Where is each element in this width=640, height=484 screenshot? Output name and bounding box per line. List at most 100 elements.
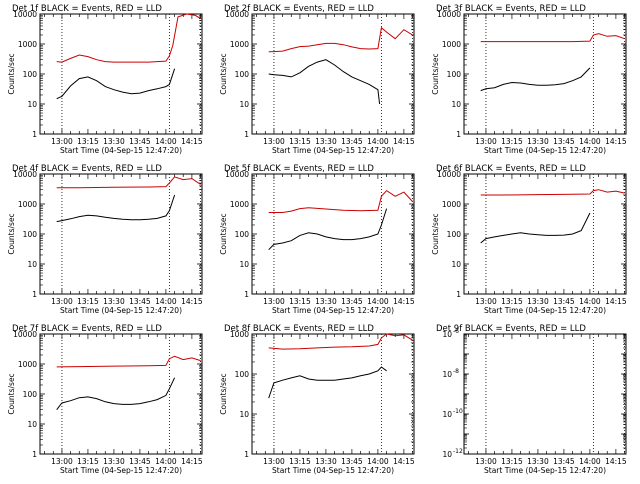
y-axis-label: Counts/sec (431, 213, 440, 254)
plot-frame (251, 13, 415, 135)
y-axis-label: Counts/sec (219, 53, 228, 94)
y-tick-label: 1 (456, 290, 461, 299)
y-tick-label: 10 (442, 330, 452, 339)
panel-9: Det 9f BLACK = Events, RED = LLD10-610-8… (436, 324, 627, 475)
y-tick-label: 10 (239, 260, 249, 269)
x-tick-label: 14:15 (393, 137, 415, 146)
plot-frame (463, 333, 627, 455)
x-tick-label: 13:30 (315, 137, 337, 146)
y-axis-label: Counts/sec (219, 373, 228, 414)
y-tick-label: 100 (235, 370, 250, 379)
y-tick-label: 10000 (225, 10, 249, 19)
x-tick-label: 13:45 (341, 297, 363, 306)
x-tick-label: 14:00 (367, 457, 389, 466)
x-tick-label: 13:15 (501, 137, 523, 146)
x-axis-label: Start Time (04-Sep-15 12:47:20) (272, 466, 394, 475)
y-tick-label: 1000 (18, 40, 37, 49)
x-tick-label: 14:15 (605, 457, 627, 466)
panel-title: Det 7f BLACK = Events, RED = LLD (12, 324, 162, 334)
x-tick-label: 14:00 (579, 137, 601, 146)
series-lld (480, 33, 625, 43)
x-tick-label: 14:15 (393, 297, 415, 306)
x-tick-label: 13:00 (475, 297, 497, 306)
series-lld (268, 26, 413, 53)
x-tick-label: 14:00 (155, 297, 177, 306)
y-tick-label: 10 (27, 260, 37, 269)
x-axis-label: Start Time (04-Sep-15 12:47:20) (60, 466, 182, 475)
x-tick-label: 13:45 (341, 137, 363, 146)
x-tick-label: 14:00 (367, 297, 389, 306)
x-tick-label: 14:15 (605, 137, 627, 146)
x-axis-label: Start Time (04-Sep-15 12:47:20) (484, 306, 606, 315)
x-tick-label: 13:45 (553, 457, 575, 466)
x-tick-label: 13:30 (527, 457, 549, 466)
y-tick-label: 100 (447, 70, 462, 79)
panel-7: Det 7f BLACK = Events, RED = LLD 1 10 100 10… (7, 324, 203, 475)
x-tick-label: 13:30 (103, 297, 125, 306)
x-tick-label: 13:30 (527, 137, 549, 146)
y-tick-label: 10 (27, 100, 37, 109)
series-lld (56, 355, 201, 368)
x-tick-label: 14:15 (181, 137, 203, 146)
x-tick-label: 13:00 (475, 137, 497, 146)
y-tick-exponent: -8 (453, 368, 459, 375)
x-tick-label: 13:30 (103, 137, 125, 146)
y-tick-label: 10 (442, 450, 452, 459)
panel-8: Det 8f BLACK = Events, RED = LLD 1 10 100 10… (219, 324, 415, 475)
series-events (268, 208, 388, 251)
y-tick-label: 1 (244, 130, 249, 139)
series-events (480, 212, 591, 244)
panel-title: Det 4f BLACK = Events, RED = LLD (12, 164, 162, 174)
panel-title: Det 2f BLACK = Events, RED = LLD (224, 4, 374, 14)
series-events (56, 377, 176, 411)
y-tick-label: 1 (32, 450, 37, 459)
plot-frame (39, 173, 203, 295)
x-tick-label: 14:00 (155, 137, 177, 146)
y-tick-label: 10 (451, 100, 461, 109)
y-tick-exponent: -10 (453, 408, 463, 415)
panel-3: Det 3f BLACK = Events, RED = LLD 1 10 100 10… (431, 4, 627, 155)
x-axis-label: Start Time (04-Sep-15 12:47:20) (272, 146, 394, 155)
y-tick-label: 100 (23, 390, 38, 399)
plot-frame (39, 333, 203, 455)
x-tick-label: 13:15 (289, 137, 311, 146)
x-tick-label: 14:15 (181, 457, 203, 466)
x-tick-label: 13:45 (341, 457, 363, 466)
y-tick-label: 1000 (230, 40, 249, 49)
x-tick-label: 14:00 (155, 457, 177, 466)
x-tick-label: 13:45 (553, 137, 575, 146)
y-axis-label: Counts/sec (7, 53, 16, 94)
series-lld (56, 176, 201, 189)
y-tick-label: 10000 (225, 170, 249, 179)
x-tick-label: 13:15 (77, 297, 99, 306)
y-tick-label: 1000 (230, 330, 249, 339)
panel-5: Det 5f BLACK = Events, RED = LLD 1 10 100 10… (219, 164, 415, 315)
x-tick-label: 13:00 (51, 297, 73, 306)
y-tick-label: 1 (32, 290, 37, 299)
x-tick-label: 13:30 (315, 457, 337, 466)
series-lld (268, 189, 413, 213)
y-tick-label: 1 (32, 130, 37, 139)
series-events (56, 68, 176, 100)
series-lld (268, 333, 413, 350)
x-tick-label: 13:00 (51, 137, 73, 146)
panel-6: Det 6f BLACK = Events, RED = LLD 1 10 100 10… (431, 164, 627, 315)
y-tick-label: 10000 (437, 170, 461, 179)
panel-title: Det 6f BLACK = Events, RED = LLD (436, 164, 586, 174)
plot-frame (463, 13, 627, 135)
x-tick-label: 14:15 (605, 297, 627, 306)
plot-frame (251, 333, 415, 455)
panel-title: Det 5f BLACK = Events, RED = LLD (224, 164, 374, 174)
x-tick-label: 13:45 (553, 297, 575, 306)
y-tick-label: 10 (239, 100, 249, 109)
series-lld (56, 13, 201, 63)
y-tick-label: 1 (456, 130, 461, 139)
y-tick-label: 1000 (442, 40, 461, 49)
y-tick-label: 10000 (13, 330, 37, 339)
y-tick-label: 10 (442, 410, 452, 419)
x-tick-label: 13:00 (51, 457, 73, 466)
x-tick-label: 13:00 (475, 457, 497, 466)
plot-frame (463, 173, 627, 295)
